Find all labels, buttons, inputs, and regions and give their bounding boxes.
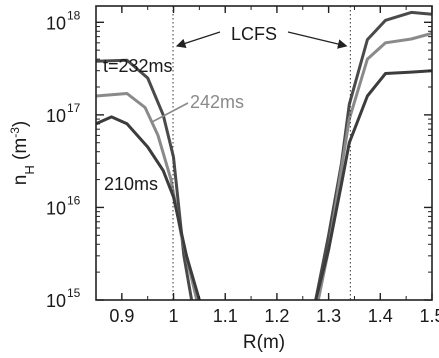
x-tick-label: 1.5 [419, 306, 439, 326]
y-tick-label: 10 [46, 198, 66, 218]
y-tick-label-exponent: 17 [67, 101, 81, 115]
annotation-t242-pointer [151, 102, 189, 123]
y-label-main: n [10, 175, 31, 186]
x-axis: 0.9 1 1.1 1.2 1.3 1.4 1.5 [95, 6, 439, 326]
y-tick-label: 10 [46, 13, 66, 33]
y-tick-label-exponent: 15 [67, 286, 81, 300]
series-line-0-right [314, 10, 432, 300]
y-label-unit-exp: -3 [8, 127, 22, 138]
y-tick-label-exponent: 16 [67, 193, 81, 207]
y-label-sub: H [22, 165, 37, 174]
annotation-t232: t=232ms [103, 56, 173, 76]
plot-frame [95, 5, 433, 301]
lcfs-lines [172, 6, 351, 300]
x-tick-label: 1 [169, 306, 179, 326]
lcfs-arrow-left [175, 31, 221, 48]
series-line-1-left [96, 92, 199, 300]
annotation-t242: 242ms [190, 92, 244, 112]
y-label-unit-close: ) [10, 121, 31, 127]
y-axis-label: nH (m-3) [8, 121, 37, 185]
lcfs-arrows [175, 31, 348, 49]
x-tick-label: 1.4 [368, 306, 393, 326]
series-line-0-left [96, 58, 194, 300]
x-axis-label: R(m) [243, 332, 285, 353]
annotation-t210: 210ms [104, 174, 158, 194]
x-tick-label: 1.3 [316, 306, 341, 326]
x-tick-label: 0.9 [109, 306, 134, 326]
y-tick-label: 10 [46, 106, 66, 126]
lcfs-arrow-right [287, 31, 348, 49]
y-tick-label: 10 [46, 291, 66, 311]
series-line-2-left [96, 115, 201, 300]
y-tick-label-exponent: 18 [67, 8, 81, 22]
x-tick-label: 1.1 [213, 306, 238, 326]
y-label-unit: (m [10, 138, 31, 165]
annotation-lcfs: LCFS [231, 24, 277, 44]
series-layer [96, 10, 432, 300]
series-line-2-right [314, 69, 432, 300]
x-tick-label: 1.2 [264, 306, 289, 326]
